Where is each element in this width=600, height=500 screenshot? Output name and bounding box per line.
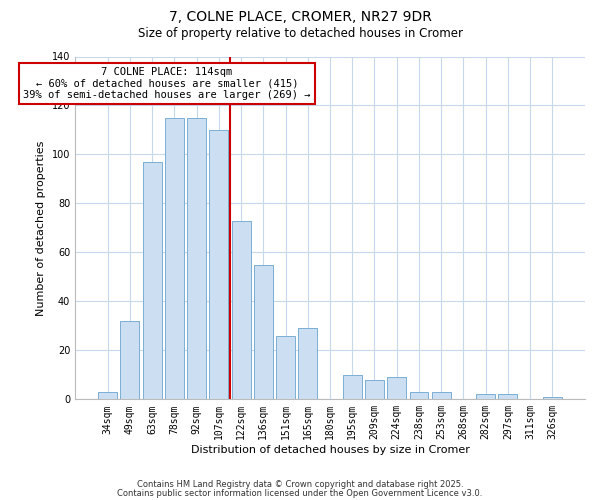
Bar [254,264,273,400]
Bar [143,162,161,400]
Bar [298,328,317,400]
X-axis label: Distribution of detached houses by size in Cromer: Distribution of detached houses by size … [191,445,469,455]
Text: 7 COLNE PLACE: 114sqm
← 60% of detached houses are smaller (415)
39% of semi-det: 7 COLNE PLACE: 114sqm ← 60% of detached … [23,67,311,100]
Text: Contains public sector information licensed under the Open Government Licence v3: Contains public sector information licen… [118,488,482,498]
Bar [121,321,139,400]
Text: 7, COLNE PLACE, CROMER, NR27 9DR: 7, COLNE PLACE, CROMER, NR27 9DR [169,10,431,24]
Bar [410,392,428,400]
Bar [232,220,251,400]
Y-axis label: Number of detached properties: Number of detached properties [36,140,46,316]
Bar [543,397,562,400]
Bar [187,118,206,400]
Bar [476,394,495,400]
Bar [365,380,384,400]
Text: Contains HM Land Registry data © Crown copyright and database right 2025.: Contains HM Land Registry data © Crown c… [137,480,463,489]
Bar [276,336,295,400]
Bar [209,130,229,400]
Bar [499,394,517,400]
Bar [387,378,406,400]
Bar [165,118,184,400]
Bar [432,392,451,400]
Bar [343,375,362,400]
Bar [98,392,117,400]
Text: Size of property relative to detached houses in Cromer: Size of property relative to detached ho… [137,28,463,40]
